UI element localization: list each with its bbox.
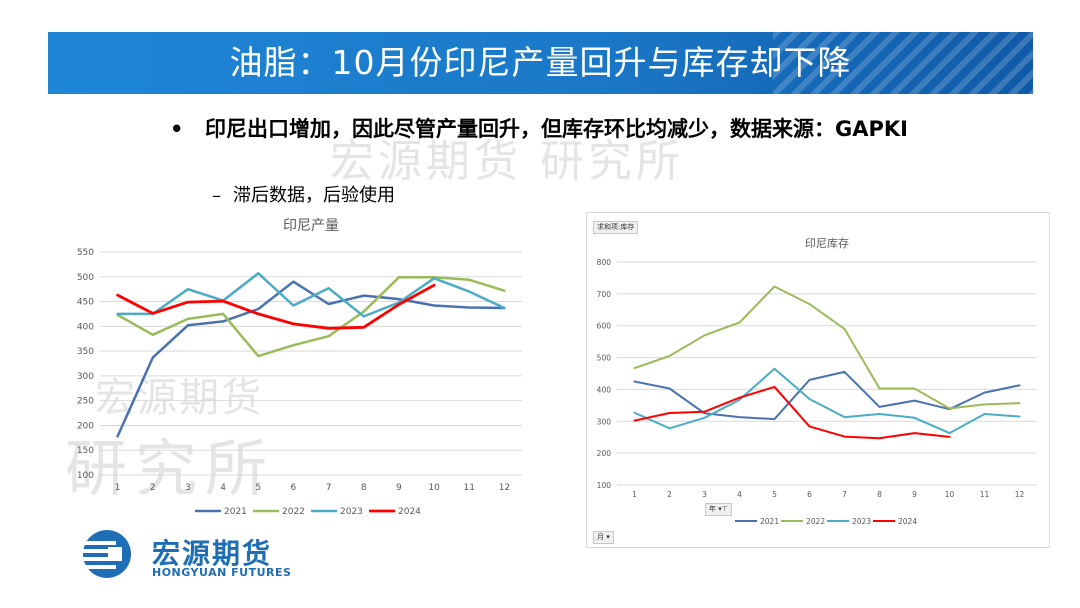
legend-label-2022: 2022 [282, 507, 305, 517]
bullet-dot: • [170, 117, 184, 141]
y-tick-label: 300 [597, 417, 612, 426]
x-tick-label: 1 [632, 490, 637, 499]
y-tick-label: 700 [597, 290, 612, 299]
series-line-2024 [633, 385, 951, 440]
x-tick-label: 10 [428, 483, 440, 493]
bullet-sub: – 滞后数据，后验使用 [212, 184, 395, 208]
bullet-main-text: 印尼出口增加，因此尽管产量回升，但库存环比均减少，数据来源：GAPKI [205, 117, 908, 141]
y-tick-label: 500 [77, 273, 94, 283]
series-line-2021 [116, 280, 506, 438]
legend-label-2022: 2022 [806, 517, 825, 526]
x-tick-label: 8 [361, 483, 367, 493]
logo-text-cn: 宏源期货 [152, 537, 273, 570]
x-tick-label: 3 [702, 490, 707, 499]
chart-title: 印尼库存 [805, 236, 849, 250]
pivot-axis-year-label: 年 [709, 505, 716, 513]
x-tick-label: 4 [737, 490, 742, 499]
series-line-2023 [633, 367, 1021, 435]
x-tick-label: 11 [464, 483, 475, 493]
legend-label-2024: 2024 [898, 517, 917, 526]
inventory-chart: 印尼库存 100 200 300 400 500 600 700 800 1 2 3 4 5 6 7 8 9 10 1… [586, 212, 1050, 548]
y-tick-label: 200 [597, 449, 612, 458]
title-bar-stripes [773, 32, 1033, 94]
bullet-dash: – [212, 185, 221, 206]
x-tick-label: 4 [220, 483, 226, 493]
pivot-filter-month-button[interactable]: 月 ▾ [593, 531, 614, 544]
y-tick-label: 200 [77, 421, 94, 431]
legend-label-2021: 2021 [760, 517, 779, 526]
y-tick-label: 300 [77, 372, 94, 382]
logo-icon [76, 530, 131, 578]
x-tick-label: 5 [772, 490, 777, 499]
y-tick-label: 400 [597, 385, 612, 394]
x-tick-label: 9 [912, 490, 917, 499]
x-tick-label: 12 [1015, 490, 1025, 499]
x-tick-label: 11 [980, 490, 990, 499]
x-tick-label: 5 [255, 483, 261, 493]
x-tick-label: 1 [115, 483, 121, 493]
x-tick-label: 6 [807, 490, 812, 499]
pivot-filter-month-label: 月 [597, 533, 604, 541]
filter-icon: ▾⊤ [718, 505, 728, 513]
x-tick-label: 10 [945, 490, 955, 499]
legend-label-2023: 2023 [852, 517, 871, 526]
x-tick-label: 12 [499, 483, 510, 493]
series-line-2024 [116, 283, 436, 330]
x-tick-label: 9 [396, 483, 402, 493]
company-logo: 宏源期货 HONGYUAN FUTURES [76, 528, 336, 584]
y-tick-label: 100 [77, 471, 94, 481]
x-tick-label: 6 [291, 483, 297, 493]
chart-title: 印尼产量 [283, 218, 339, 234]
logo-text-en: HONGYUAN FUTURES [152, 566, 292, 579]
y-tick-label: 100 [597, 481, 612, 490]
y-tick-label: 800 [597, 258, 612, 267]
x-tick-label: 3 [185, 483, 191, 493]
series-line-2022 [116, 276, 506, 358]
bullet-sub-text: 滞后数据，后验使用 [233, 185, 395, 206]
x-tick-label: 8 [877, 490, 882, 499]
y-tick-label: 150 [77, 446, 94, 456]
legend-label-2023: 2023 [340, 507, 363, 517]
y-tick-label: 250 [77, 397, 94, 407]
production-chart: 印尼产量 100 150 200 250 300 350 400 450 500 550 1 2 3 4 5 6… [60, 212, 535, 522]
series-line-2023 [116, 272, 506, 318]
y-tick-label: 450 [77, 298, 94, 308]
series-line-2021 [633, 370, 1021, 421]
y-tick-label: 500 [597, 354, 612, 363]
legend-label-2024: 2024 [398, 507, 421, 517]
dropdown-icon: ▾ [606, 533, 610, 541]
legend-label-2021: 2021 [224, 507, 247, 517]
x-tick-label: 2 [150, 483, 156, 493]
y-tick-label: 400 [77, 322, 94, 332]
title-bar: 油脂：10月份印尼产量回升与库存却下降 [48, 32, 1033, 94]
series-line-2022 [633, 285, 1021, 410]
y-tick-label: 600 [597, 322, 612, 331]
y-tick-label: 550 [77, 248, 94, 258]
slide-title: 油脂：10月份印尼产量回升与库存却下降 [229, 43, 852, 82]
pivot-field-button[interactable]: 求和项:库存 [593, 221, 639, 234]
x-tick-label: 7 [326, 483, 332, 493]
x-tick-label: 2 [667, 490, 672, 499]
x-tick-label: 7 [842, 490, 847, 499]
pivot-axis-year-button[interactable]: 年 ▾⊤ [705, 503, 732, 516]
y-tick-label: 350 [77, 347, 94, 357]
